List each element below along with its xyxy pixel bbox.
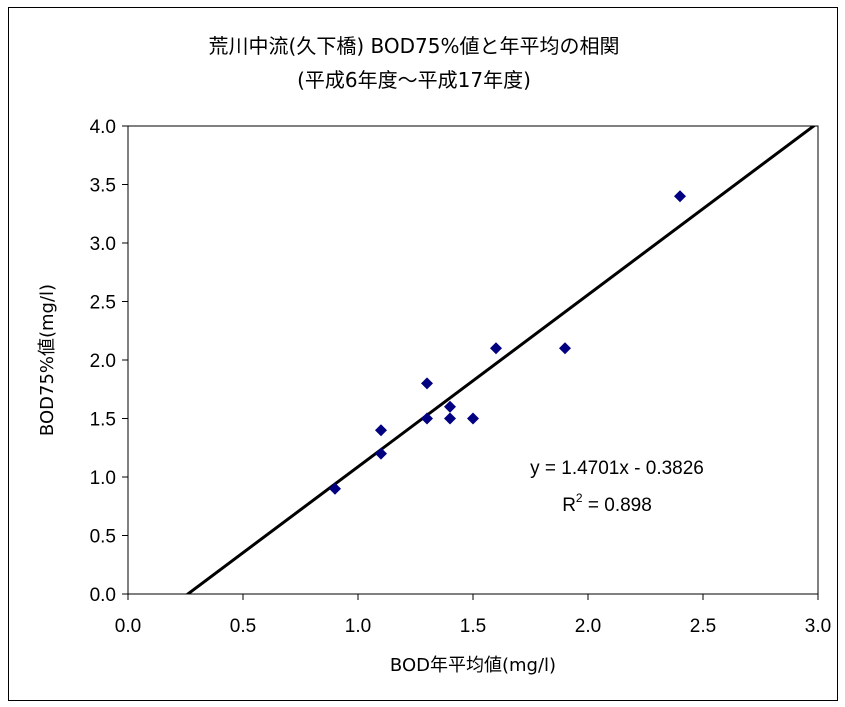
chart-frame: 荒川中流(久下橋) BOD75%値と年平均の相関 (平成6年度～平成17年度) … xyxy=(8,7,838,701)
x-axis: 0.0 0.5 1.0 1.5 2.0 2.5 3.0 xyxy=(115,594,831,637)
y-tick-label: 3.0 xyxy=(90,234,116,255)
plot-area xyxy=(127,125,819,595)
r-squared-label: R2 = 0.898 xyxy=(562,491,652,516)
data-point xyxy=(444,400,456,413)
y-tick-label: 1.5 xyxy=(90,410,116,431)
data-points xyxy=(329,190,686,495)
x-tick-label: 1.5 xyxy=(460,616,486,637)
x-tick-label: 1.0 xyxy=(345,616,371,637)
x-tick-label: 3.0 xyxy=(805,616,831,637)
y-tick-label: 2.5 xyxy=(90,293,116,314)
y-tick-label: 0.0 xyxy=(90,585,116,606)
data-point xyxy=(490,342,502,355)
r-squared-value: = 0.898 xyxy=(583,495,652,516)
r-squared-superscript: 2 xyxy=(576,491,583,505)
data-point xyxy=(329,482,341,495)
x-axis-label: BOD年平均値(mg/l) xyxy=(390,655,556,676)
data-point xyxy=(421,412,433,425)
y-axis-label: BOD75%値(mg/l) xyxy=(37,284,58,436)
y-tick-label: 3.5 xyxy=(90,176,116,197)
data-point xyxy=(375,424,387,437)
y-tick-label: 0.5 xyxy=(90,527,116,548)
y-tick-label: 1.0 xyxy=(90,468,116,489)
x-tick-label: 2.0 xyxy=(575,616,601,637)
data-point xyxy=(674,190,686,203)
x-tick-label: 0.5 xyxy=(230,616,256,637)
chart-subtitle: (平成6年度～平成17年度) xyxy=(297,68,531,92)
y-tick-label: 2.0 xyxy=(90,351,116,372)
data-point xyxy=(421,377,433,390)
data-point xyxy=(444,412,456,425)
data-point xyxy=(375,447,387,460)
x-tick-label: 2.5 xyxy=(690,616,716,637)
data-point xyxy=(467,412,479,425)
chart-title: 荒川中流(久下橋) BOD75%値と年平均の相関 xyxy=(209,34,620,58)
y-axis: 0.0 0.5 1.0 1.5 2.0 2.5 3.0 3.5 4.0 xyxy=(90,117,128,606)
r-squared-symbol: R xyxy=(562,495,576,516)
x-tick-label: 0.0 xyxy=(115,616,141,637)
trendline-equation: y = 1.4701x - 0.3826 xyxy=(530,458,704,479)
scatter-chart: 荒川中流(久下橋) BOD75%値と年平均の相関 (平成6年度～平成17年度) … xyxy=(37,34,831,676)
trendline xyxy=(185,126,817,594)
y-tick-label: 4.0 xyxy=(90,117,116,138)
data-point xyxy=(559,342,571,355)
